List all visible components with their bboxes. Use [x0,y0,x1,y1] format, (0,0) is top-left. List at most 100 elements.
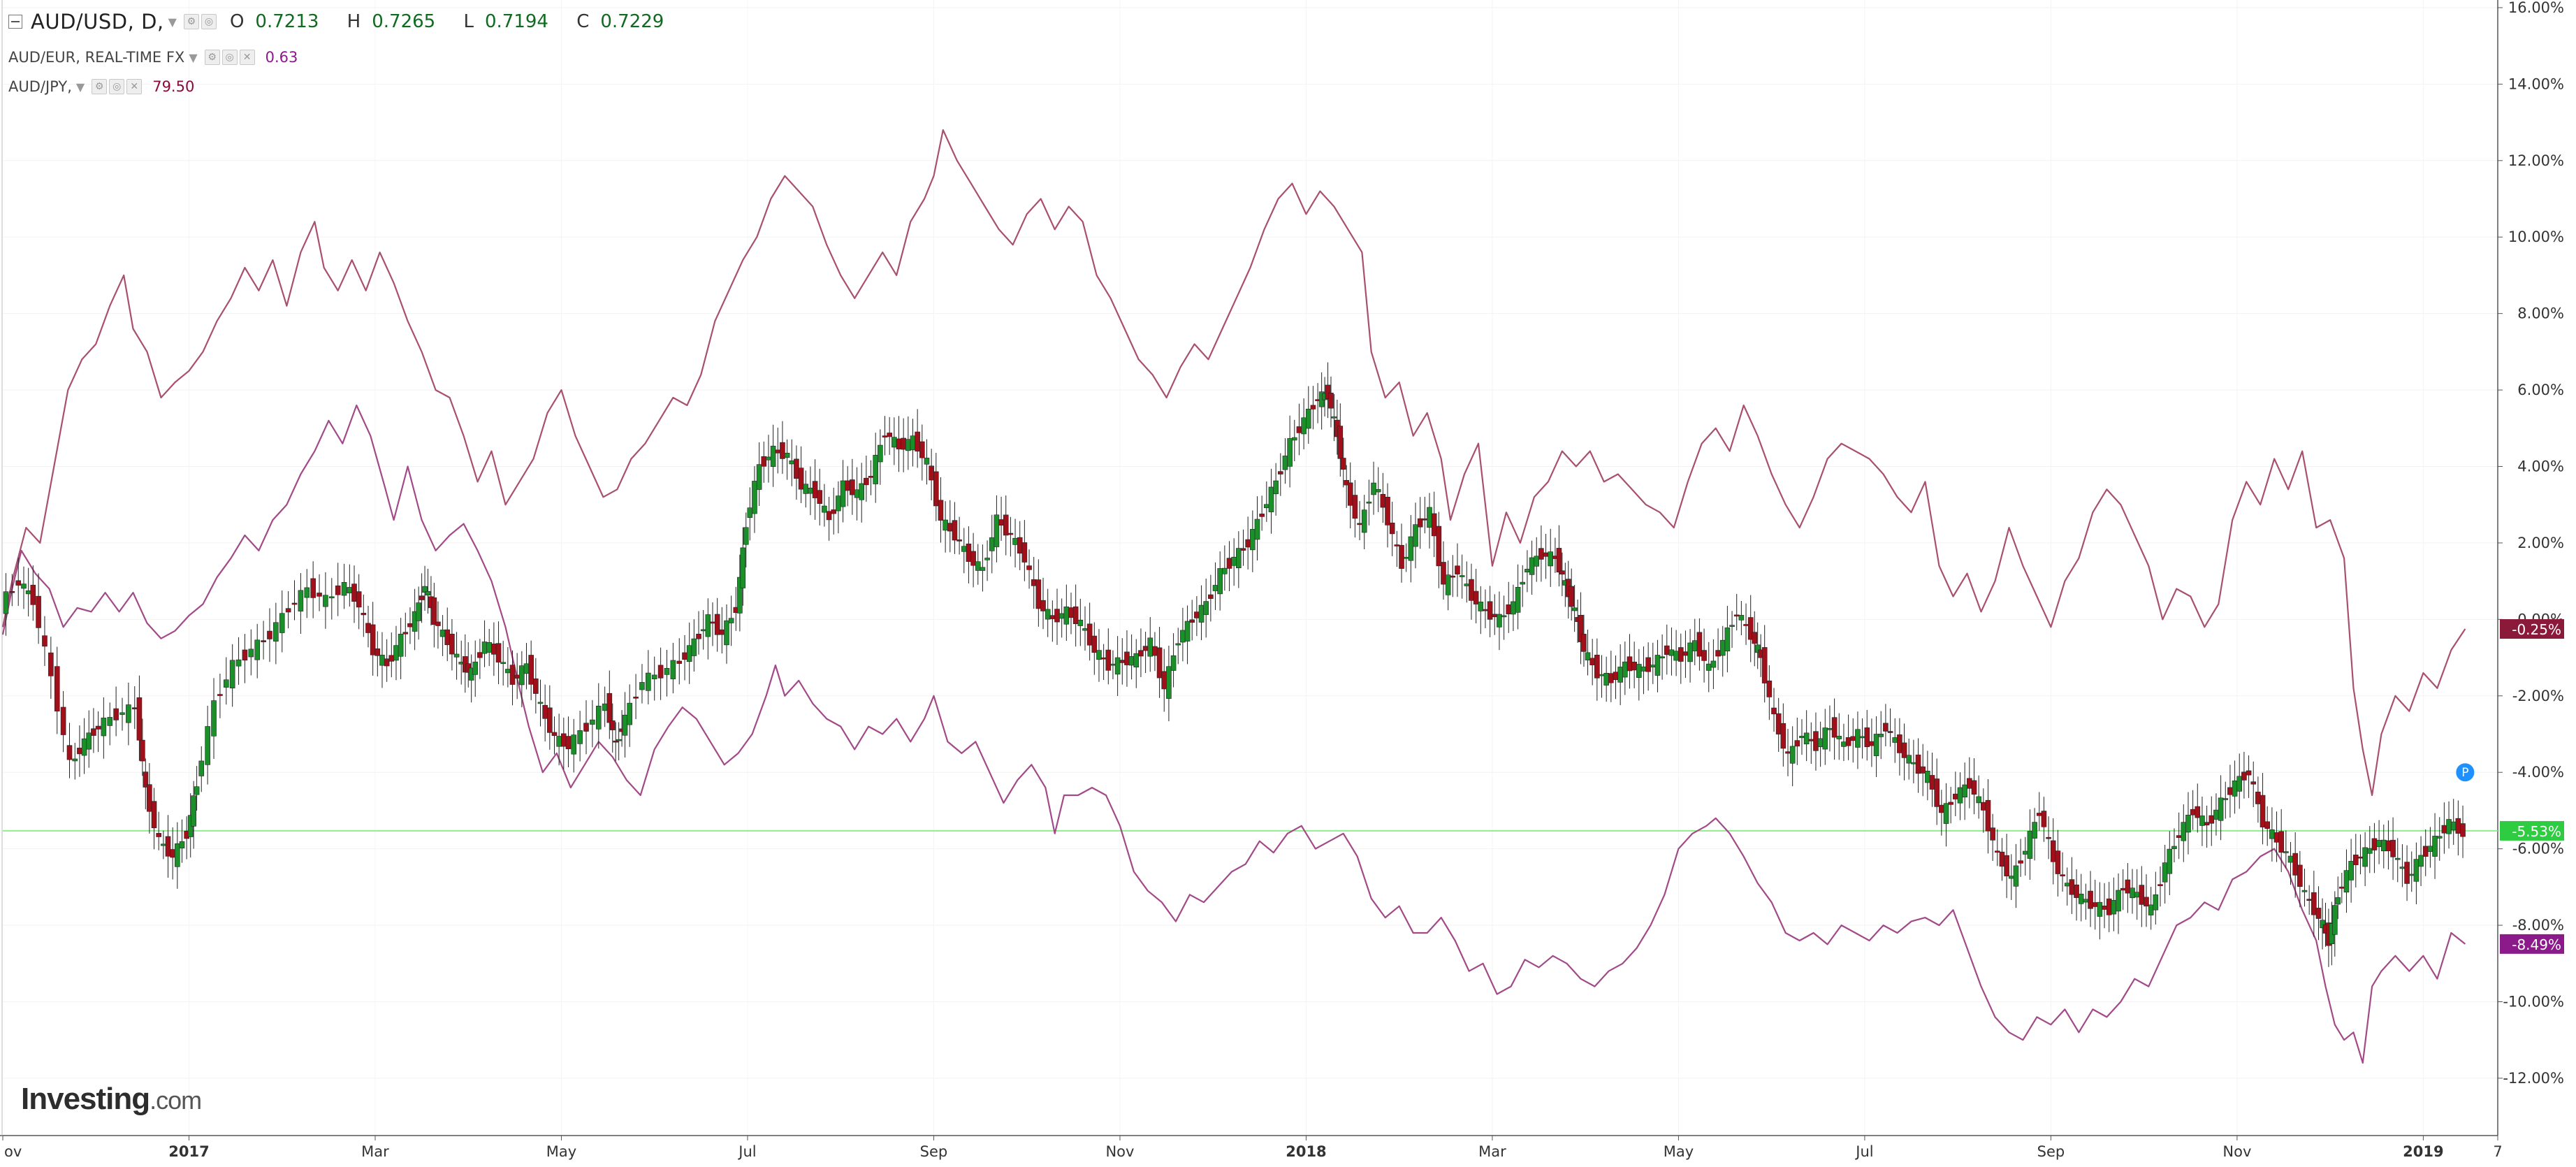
candle-body [1752,632,1758,644]
x-tick-label: Sep [920,1143,948,1160]
close-icon[interactable]: ✕ [239,50,255,65]
candle-body [416,602,421,621]
candle-body [1082,628,1088,631]
candle-body [1413,524,1418,547]
eye-icon[interactable]: ◎ [201,14,217,29]
candle-body [2204,822,2210,826]
y-tick-label: 10.00% [2508,229,2564,245]
candle-body [970,551,976,566]
chevron-down-icon[interactable]: ▼ [75,80,85,94]
candle-body [1250,529,1256,551]
candle-body [728,618,734,623]
candle-body [1659,656,1665,659]
candle-body [2352,855,2359,865]
candle-body [298,590,304,611]
candle-body [2311,892,2317,915]
plot-area[interactable] [3,0,2498,1136]
compare2-symbol-label[interactable]: AUD/JPY, [8,78,72,95]
candle-body [1231,556,1237,566]
x-tick-label: Mar [1478,1143,1506,1160]
candle-body [1399,544,1404,569]
candle-body [1785,751,1791,754]
candle-body [2218,797,2224,821]
candle-body [752,481,757,514]
compare1-symbol-label[interactable]: AUD/EUR, REAL-TIME FX [8,49,185,66]
candle-body [2102,906,2107,910]
candle-body [1455,565,1460,574]
candle-body [509,665,516,685]
candle-body [2287,855,2294,863]
candle-body [2232,780,2238,797]
candle-body [2292,853,2298,876]
candle-body [481,642,488,654]
candle-body [2413,859,2419,882]
candle-body [2027,831,2033,859]
candle-body [2297,864,2303,887]
settings-icon[interactable]: ⚙ [183,14,199,29]
series-line-2[interactable] [1,129,2466,797]
candle-body [1603,672,1609,686]
candle-body [2050,840,2056,862]
series-line-1[interactable] [1,404,2466,1064]
candle-body [1007,532,1014,535]
candle-body [2069,879,2075,895]
candle-body [901,437,906,450]
settings-icon[interactable]: ⚙ [204,50,220,65]
candle-body [1594,654,1600,679]
legend-compare-2: AUD/JPY, ▼ ⚙ ◎ ✕ 79.50 [8,78,194,95]
compare2-value: 79.50 [152,78,195,95]
candle-body [537,702,544,704]
candle-body [1678,647,1684,662]
candle-body [1967,778,1972,789]
candle-body [854,489,860,498]
candle-body [743,527,749,545]
y-tick-label: 12.00% [2508,152,2564,169]
close-icon[interactable]: ✕ [126,79,143,94]
candle-body [361,613,367,616]
candle-body [1180,630,1186,643]
candle-body [1072,606,1079,625]
eye-icon[interactable]: ◎ [221,50,238,65]
settings-icon[interactable]: ⚙ [92,79,108,94]
event-marker[interactable] [2456,763,2475,782]
candle-body [933,471,939,507]
candle-body [48,652,54,676]
candle-body [1301,417,1307,435]
candle-body [1096,650,1102,660]
chevron-down-icon[interactable]: ▼ [189,50,198,64]
candle-body [2060,874,2065,876]
candle-body [864,477,869,486]
candle-body [347,587,353,593]
candle-body [770,445,776,467]
candle-body [2320,920,2325,929]
candle-body [561,733,567,747]
candle-body [2120,887,2126,891]
candle-body [2404,862,2410,884]
candle-body [1184,621,1191,642]
candle-body [1045,609,1051,620]
eye-icon[interactable]: ◎ [109,79,125,94]
candle-body [1394,544,1400,546]
candle-body [1021,542,1028,563]
main-symbol-label[interactable]: AUD/USD, D, [31,10,164,34]
candle-body [2348,861,2354,880]
candle-body [826,511,832,521]
candle-body [81,738,87,756]
candle-body [980,567,986,571]
chevron-down-icon[interactable]: ▼ [168,15,177,29]
candle-body [1771,707,1777,715]
candle-body [267,630,272,639]
candle-body [1086,623,1093,646]
y-tick-label: 4.00% [2517,458,2564,475]
candle-body [1003,514,1009,536]
candle-body [2441,825,2447,834]
x-tick-label: Jul [737,1143,756,1160]
investing-logo: Investing.com [21,1082,202,1116]
candle-body [2004,855,2009,876]
candle-body [812,481,818,498]
candle-body [1845,737,1851,746]
candle-body [1305,409,1311,429]
collapse-legend-button[interactable] [8,15,22,29]
candle-body [2264,821,2271,829]
